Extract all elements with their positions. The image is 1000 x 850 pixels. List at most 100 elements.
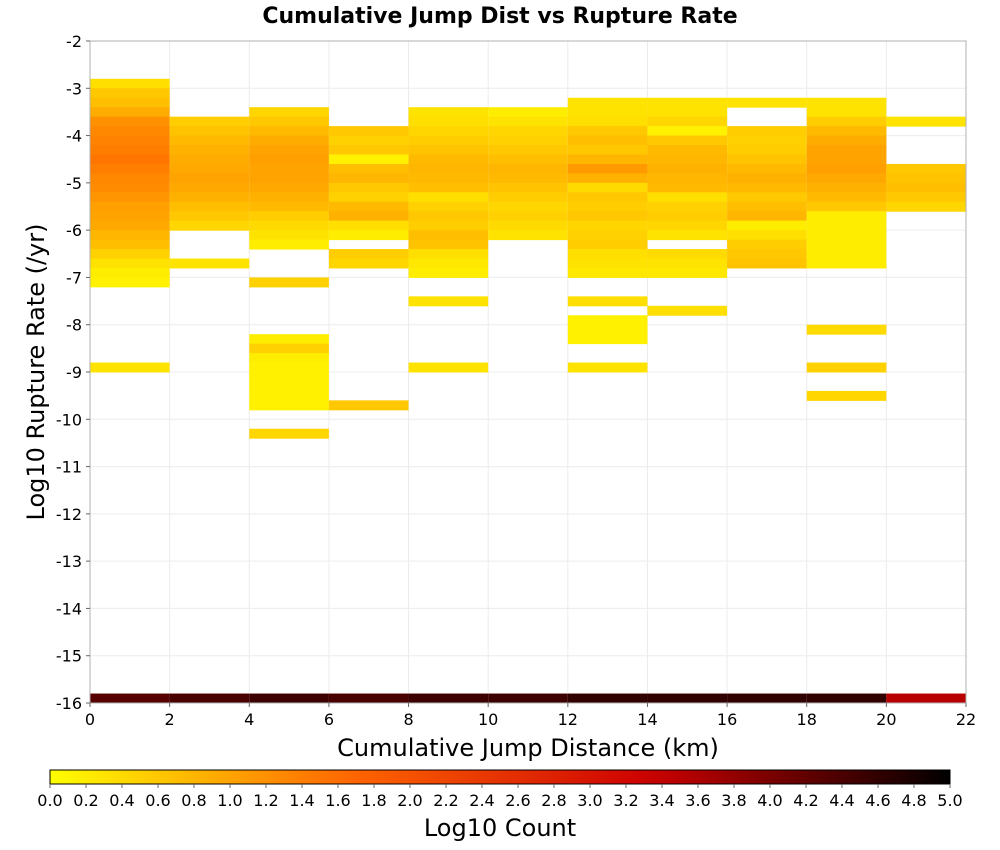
heatmap-cell xyxy=(647,116,728,127)
x-axis-label: Cumulative Jump Distance (km) xyxy=(337,734,719,762)
heatmap-cell xyxy=(806,258,887,269)
heatmap-cell xyxy=(90,145,170,155)
colorbar-tick-label: 4.6 xyxy=(865,791,890,810)
heatmap-cell xyxy=(90,116,170,127)
colorbar-tick-label: 2.2 xyxy=(433,791,458,810)
heatmap-cell xyxy=(408,126,489,137)
heatmap-cell xyxy=(567,182,648,193)
heatmap-cell xyxy=(727,163,807,174)
heatmap-cell xyxy=(647,201,728,212)
x-tick-label: 2 xyxy=(165,710,175,729)
heatmap-cell xyxy=(90,211,170,222)
colorbar xyxy=(49,769,951,785)
heatmap-cell xyxy=(647,107,728,118)
heatmap-cell xyxy=(328,145,409,155)
x-tick-label: 18 xyxy=(797,710,817,729)
heatmap-cell xyxy=(727,135,807,146)
heatmap-cell xyxy=(647,305,728,316)
heatmap-cell xyxy=(249,116,329,127)
y-tick-label: -15 xyxy=(56,647,82,666)
colorbar-tick-label: 1.4 xyxy=(289,791,314,810)
heatmap-cell xyxy=(806,116,887,127)
heatmap-cell xyxy=(408,163,489,174)
heatmap-cell xyxy=(328,192,409,203)
heatmap-cell xyxy=(249,192,329,203)
heatmap-cell xyxy=(727,693,807,703)
x-tick-label: 4 xyxy=(244,710,254,729)
heatmap-cell xyxy=(567,362,648,373)
colorbar-tick-label: 4.0 xyxy=(757,791,782,810)
heatmap-cell xyxy=(567,201,648,212)
heatmap-cell xyxy=(90,267,170,278)
heatmap-cell xyxy=(567,192,648,203)
heatmap-cell xyxy=(727,145,807,155)
heatmap-cell xyxy=(727,154,807,165)
x-tick-label: 16 xyxy=(717,710,737,729)
colorbar-tick-label: 5.0 xyxy=(937,791,962,810)
heatmap-cell xyxy=(886,201,966,212)
heatmap-cell xyxy=(806,192,887,203)
heatmap-cell xyxy=(169,693,250,703)
colorbar-tick-label: 1.2 xyxy=(253,791,278,810)
y-tick-label: -7 xyxy=(66,268,82,287)
heatmap-cell xyxy=(727,182,807,193)
heatmap-cell xyxy=(249,362,329,373)
heatmap-cell xyxy=(488,220,568,231)
y-tick-label: -11 xyxy=(56,458,82,477)
x-tick-label: 8 xyxy=(403,710,413,729)
colorbar-tick-label: 0.0 xyxy=(37,791,62,810)
heatmap-cell xyxy=(647,145,728,155)
heatmap-cell xyxy=(328,400,409,411)
heatmap-cell xyxy=(727,220,807,231)
heatmap-cell xyxy=(647,182,728,193)
heatmap-cell xyxy=(408,107,489,118)
heatmap-cell xyxy=(567,693,648,703)
colorbar-tick-label: 0.8 xyxy=(181,791,206,810)
heatmap-cell xyxy=(647,192,728,203)
heatmap-cell xyxy=(806,390,887,401)
heatmap-cell xyxy=(806,249,887,260)
heatmap-cell xyxy=(806,97,887,108)
heatmap-cell xyxy=(567,145,648,155)
heatmap-cell xyxy=(567,135,648,146)
heatmap-cell xyxy=(328,220,409,231)
heatmap-cell xyxy=(567,211,648,222)
heatmap-cell xyxy=(488,201,568,212)
heatmap-cell xyxy=(249,239,329,250)
heatmap-cell xyxy=(727,126,807,137)
heatmap-cell xyxy=(806,693,887,703)
colorbar-tick-label: 3.0 xyxy=(577,791,602,810)
heatmap-cell xyxy=(90,126,170,137)
heatmap-cell xyxy=(408,296,489,307)
heatmap-cell xyxy=(249,107,329,118)
x-tick-label: 20 xyxy=(876,710,896,729)
heatmap-cell xyxy=(647,163,728,174)
heatmap-cell xyxy=(647,258,728,269)
heatmap-cell xyxy=(806,107,887,118)
heatmap-cell xyxy=(488,145,568,155)
heatmap-cell xyxy=(249,201,329,212)
heatmap-cell xyxy=(90,78,170,89)
heatmap-cell xyxy=(249,693,329,703)
heatmap-cell xyxy=(249,428,329,439)
heatmap-cell xyxy=(328,230,409,241)
heatmap-cell xyxy=(567,239,648,250)
x-tick-label: 6 xyxy=(324,710,334,729)
heatmap-cell xyxy=(806,145,887,155)
colorbar-tick-label: 4.8 xyxy=(901,791,926,810)
heatmap-cell xyxy=(328,211,409,222)
y-tick-label: -13 xyxy=(56,552,82,571)
heatmap-cell xyxy=(488,107,568,118)
heatmap-cell xyxy=(408,135,489,146)
heatmap-cell xyxy=(647,220,728,231)
heatmap-cell xyxy=(90,249,170,260)
heatmap-cell xyxy=(169,182,250,193)
heatmap-cell xyxy=(488,693,568,703)
heatmap-cells xyxy=(90,78,966,703)
heatmap-cell xyxy=(249,400,329,411)
heatmap-cell xyxy=(408,201,489,212)
heatmap-cell xyxy=(647,249,728,260)
heatmap-cell xyxy=(727,211,807,222)
heatmap-cell xyxy=(408,258,489,269)
heatmap-cell xyxy=(249,126,329,137)
